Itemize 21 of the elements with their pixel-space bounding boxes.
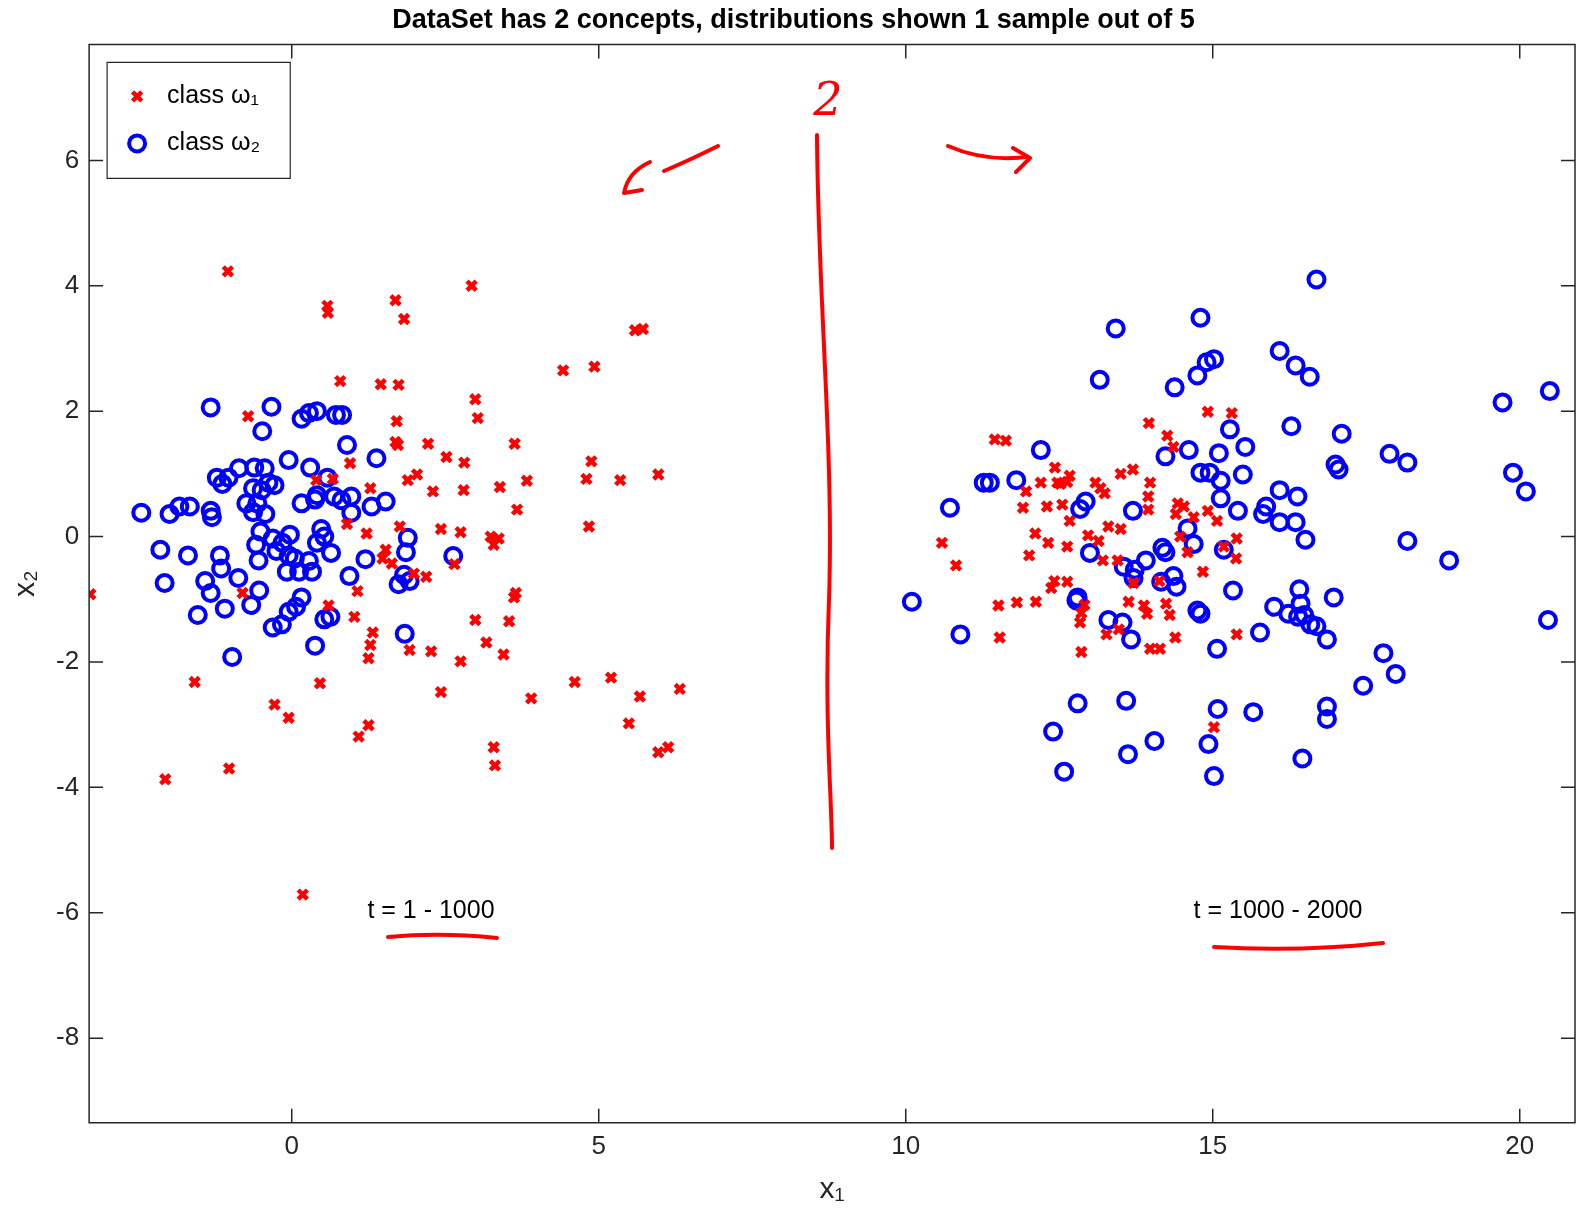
x-tick-label: 15	[1198, 1129, 1228, 1160]
legend-label: class ω₂	[167, 127, 261, 156]
x-tick-label: 5	[591, 1129, 606, 1160]
y-tick-label: 2	[64, 394, 80, 425]
legend-label: class ω₁	[167, 80, 259, 109]
y-tick-label: 0	[64, 519, 80, 550]
x-tick-label: 0	[284, 1129, 299, 1160]
y-tick-label: -8	[55, 1021, 80, 1052]
annotation: t = 1 - 1000	[367, 894, 495, 924]
annotation: 2	[813, 72, 843, 126]
x-axis-title: x₁	[819, 1171, 845, 1205]
y-tick-label: -4	[55, 770, 80, 801]
y-tick-label: 6	[64, 143, 80, 174]
x-tick-label: 20	[1505, 1129, 1535, 1160]
y-axis-title: x₂	[7, 570, 41, 597]
chart-title: DataSet has 2 concepts, distributions shown 1 sample out of 5	[392, 3, 1195, 34]
x-tick-label: 10	[891, 1129, 921, 1160]
y-tick-label: -6	[55, 895, 80, 926]
annotation: t = 1000 - 2000	[1193, 894, 1363, 924]
y-tick-label: -2	[55, 645, 80, 676]
y-tick-label: 4	[64, 268, 80, 299]
